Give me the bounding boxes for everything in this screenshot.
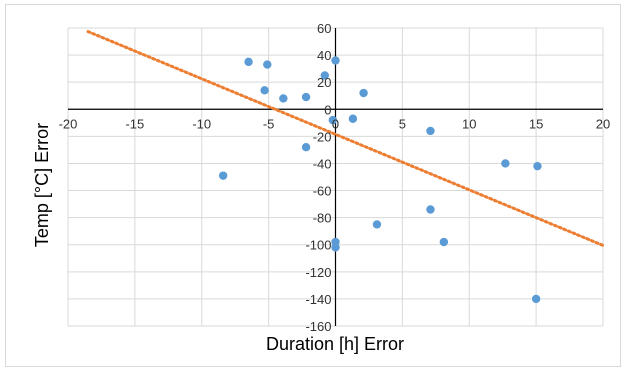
scatter-chart: -20 -15 -10 -5 0 5 10 15 206040200-20-40-60-80-1… <box>32 21 611 354</box>
data-point <box>331 243 340 252</box>
x-tick-label: -10 <box>192 116 211 131</box>
data-point <box>533 161 542 171</box>
x-tick-label: -5 <box>263 116 275 131</box>
chart-area: -20 -15 -10 -5 0 5 10 15 20 60 40 20 0 -20 -40 -60 -80 -1… <box>5 4 621 367</box>
y-tick-label: 0 <box>324 102 331 117</box>
tick-labels: -20 -15 -10 -5 0 5 10 15 206040200-20-40-60-80-1… <box>59 21 611 334</box>
y-tick-label: -100 <box>305 238 331 253</box>
data-point <box>320 71 329 80</box>
data-point <box>348 114 358 123</box>
data-point <box>244 57 253 67</box>
y-tick-label: -160 <box>305 319 331 334</box>
y-tick-label: 40 <box>317 48 331 63</box>
data-point <box>218 171 228 180</box>
trendline <box>86 30 605 247</box>
x-tick-label: 20 <box>596 116 610 131</box>
x-tick-label: -20 <box>59 116 78 131</box>
data-point <box>260 86 269 95</box>
x-axis-title: Duration [h] Error <box>266 334 404 354</box>
x-tick-label: -15 <box>125 116 144 131</box>
data-point <box>372 220 382 229</box>
data-point <box>328 115 338 125</box>
y-tick-label: -60 <box>313 184 332 199</box>
y-tick-label: -140 <box>305 292 331 307</box>
axes <box>68 28 603 326</box>
y-tick-label: -80 <box>313 211 332 226</box>
x-tick-label: 15 <box>529 116 543 131</box>
data-point <box>501 159 510 168</box>
x-tick-label: 5 <box>399 116 406 131</box>
x-tick-label: 0 <box>332 116 339 131</box>
y-tick-label: 60 <box>317 21 331 36</box>
data-point <box>301 92 311 102</box>
data-point <box>263 60 272 69</box>
data-point <box>426 126 435 136</box>
y-tick-label: -20 <box>313 129 332 144</box>
data-point <box>359 88 368 98</box>
data-point <box>301 143 311 152</box>
y-tick-label: -40 <box>313 156 332 171</box>
y-tick-label: -120 <box>305 265 331 280</box>
data-point <box>426 205 435 214</box>
x-tick-label: 10 <box>462 116 476 131</box>
trendline-group <box>86 30 605 247</box>
y-tick-label: 20 <box>317 75 331 90</box>
data-point <box>439 237 449 247</box>
y-axis-title: Temp [°C] Error <box>32 123 52 247</box>
data-point <box>531 294 541 304</box>
data-point <box>279 94 288 103</box>
data-point <box>331 56 340 65</box>
data-points <box>218 56 542 304</box>
